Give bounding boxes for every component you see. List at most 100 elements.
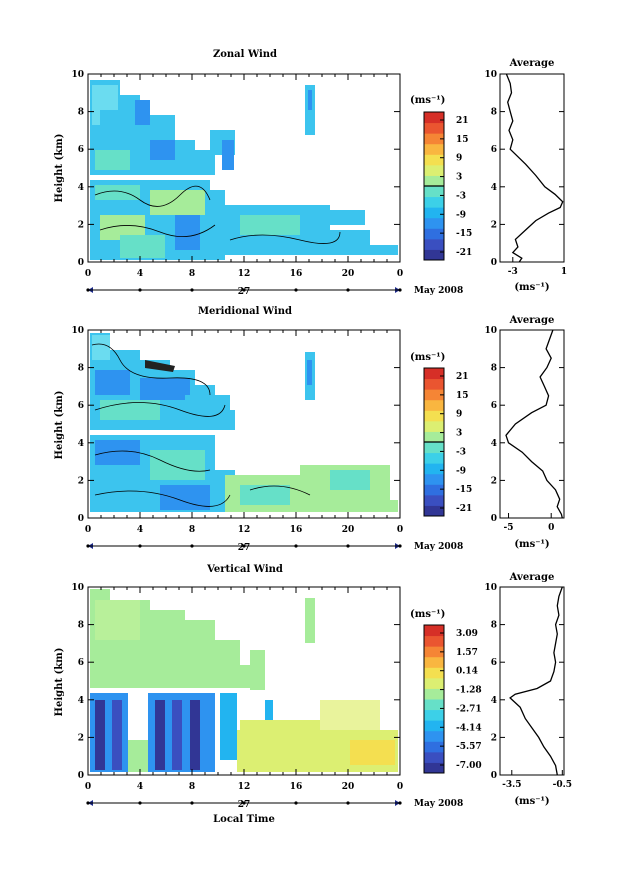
colorbar-swatch — [424, 625, 444, 637]
x-tick-label: 0 — [85, 782, 91, 792]
colorbar-swatch — [424, 207, 444, 219]
y-tick-label: 10 — [71, 70, 84, 80]
colorbar-swatch — [424, 473, 444, 485]
x-tick-label: 4 — [137, 525, 143, 535]
day-label: 27 — [238, 287, 251, 297]
y-tick-label: 8 — [78, 621, 84, 631]
colorbar: 3.09 1.57 0.14 -1.28 -2.71 -4.14 -5.57 -7.00 — [423, 624, 482, 774]
x-tick-label: 4 — [137, 269, 143, 279]
colorbar-swatch — [424, 143, 444, 155]
profile-y-tick-label: 2 — [491, 476, 497, 486]
colorbar-label: 15 — [456, 135, 469, 145]
profile-y-tick-label: 10 — [484, 70, 497, 80]
colorbar-swatch — [424, 196, 444, 208]
x-tick-label: 16 — [290, 269, 303, 279]
x-tick-label: 16 — [290, 782, 303, 792]
y-tick-label: 4 — [78, 696, 84, 706]
colorbar-swatch — [424, 762, 444, 774]
x-tick-label: 8 — [189, 525, 195, 535]
x-tick-label: 16 — [290, 525, 303, 535]
heatmap — [90, 80, 398, 260]
x-tick-label: 8 — [189, 269, 195, 279]
y-tick-label: 10 — [71, 326, 84, 336]
colorbar-label: 0.14 — [456, 667, 478, 677]
colorbar-swatch — [424, 164, 444, 176]
colorbar-swatch — [424, 175, 444, 187]
heatmap — [90, 333, 398, 512]
colorbar-swatch — [424, 709, 444, 721]
panel-title: Zonal Wind — [213, 49, 277, 60]
colorbar-swatch — [424, 751, 444, 763]
y-tick-label: 6 — [78, 145, 84, 155]
colorbar-swatch — [424, 463, 444, 475]
date-label: May 2008 — [414, 542, 463, 552]
colorbar: 21 15 9 3 -3 -9 -15 -21 — [423, 111, 472, 261]
colorbar-unit: (ms⁻¹) — [410, 95, 445, 106]
colorbar-swatch — [424, 688, 444, 700]
colorbar-unit: (ms⁻¹) — [410, 609, 445, 620]
colorbar-swatch — [424, 452, 444, 464]
profile-y-tick-label: 4 — [491, 439, 497, 449]
profile-frame — [499, 586, 565, 776]
x-tick-label: 12 — [238, 782, 251, 792]
panel-title: Vertical Wind — [206, 564, 283, 575]
colorbar-swatch — [424, 720, 444, 732]
profile-y-tick-label: 0 — [491, 771, 497, 781]
profile-y-tick-label: 6 — [491, 145, 497, 155]
x-tick-label: 8 — [189, 782, 195, 792]
colorbar-swatch — [424, 677, 444, 689]
profile-plot: 0 2 4 6 8 10 -5 0 — [484, 326, 564, 533]
colorbar-unit: (ms⁻¹) — [410, 352, 445, 363]
profile-xlabel: (ms⁻¹) — [514, 282, 549, 293]
y-tick-label: 4 — [78, 439, 84, 449]
x-tick-label: 0 — [397, 269, 403, 279]
colorbar-swatch — [424, 186, 444, 198]
y-tick-label: 6 — [78, 658, 84, 668]
panel-title: Meridional Wind — [198, 306, 292, 317]
colorbar-label: 3 — [456, 173, 462, 183]
colorbar-swatch — [424, 154, 444, 166]
profile-y-tick-label: 0 — [491, 258, 497, 268]
colorbar-frame — [423, 624, 445, 774]
colorbar-label: 3.09 — [456, 629, 478, 639]
profile-frame — [499, 329, 565, 519]
colorbar-label: -3 — [456, 191, 466, 201]
colorbar-swatch — [424, 484, 444, 496]
y-tick-label: 0 — [78, 514, 84, 524]
day-label: 27 — [238, 800, 251, 810]
profile-x-tick-label: -5 — [504, 523, 514, 533]
panel-vertical: Vertical Wind Height (km) 0 4 8 12 16 20 00246… — [54, 564, 572, 825]
y-tick-label: 6 — [78, 401, 84, 411]
profile-y-tick-label: 6 — [491, 658, 497, 668]
colorbar-label: -9 — [456, 210, 466, 220]
colorbar-label: 9 — [456, 410, 462, 420]
colorbar-label: -2.71 — [456, 704, 482, 714]
colorbar-swatch — [424, 410, 444, 422]
colorbar-label: 9 — [456, 154, 462, 164]
profile-y-tick-label: 2 — [491, 733, 497, 743]
colorbar-swatch — [424, 112, 444, 124]
average-profile-line — [505, 329, 563, 519]
colorbar-swatch — [424, 217, 444, 229]
x-tick-label: 20 — [342, 782, 355, 792]
profile-y-tick-label: 8 — [491, 108, 497, 118]
colorbar-swatch — [424, 741, 444, 753]
profile-title: Average — [509, 58, 555, 69]
y-tick-label: 8 — [78, 364, 84, 374]
y-tick-label: 0 — [78, 771, 84, 781]
colorbar-swatch — [424, 249, 444, 261]
x-tick-label: 20 — [342, 269, 355, 279]
colorbar: 21 15 9 3 -3 -9 -15 -21 — [423, 367, 472, 517]
x-tick-label: 0 — [397, 525, 403, 535]
colorbar-swatch — [424, 699, 444, 711]
colorbar-swatch — [424, 228, 444, 240]
profile-xlabel: (ms⁻¹) — [514, 539, 549, 550]
date-label: May 2008 — [414, 799, 463, 809]
colorbar-label: -1.28 — [456, 686, 482, 696]
x-axis-label: Local Time — [213, 814, 275, 825]
colorbar-swatch — [424, 368, 444, 380]
